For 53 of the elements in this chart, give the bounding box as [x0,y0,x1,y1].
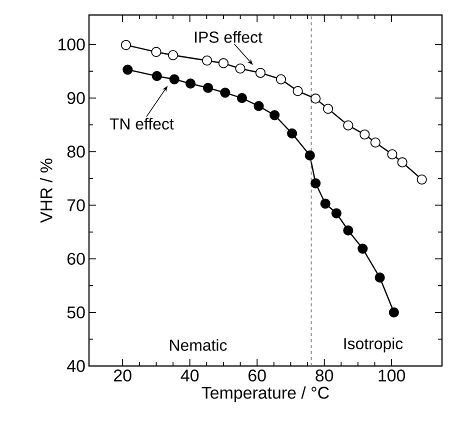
point [254,101,264,112]
point [185,78,196,89]
point [218,58,229,68]
x-tick-label: 80 [316,370,334,382]
point [120,40,132,50]
y-tick-label: 70 [68,199,85,212]
point [220,88,230,98]
point [122,64,133,75]
point [397,157,408,168]
point [255,68,266,78]
point [370,137,380,148]
y-tick-label: 100 [58,38,85,50]
point [360,129,370,140]
point [374,272,385,283]
point [270,110,280,120]
x-tick-label: 100 [378,370,406,382]
point [343,120,354,130]
y-tick-label: 50 [67,306,85,318]
y-tick-label: 60 [68,252,85,265]
point [276,74,286,84]
point [358,244,368,254]
point [304,150,315,160]
point [151,46,162,58]
y-tick-label: 40 [67,360,85,372]
annotation: Nematic [170,339,227,351]
point [322,104,334,114]
y-tick-label: 80 [67,146,85,158]
point [387,149,398,160]
x-axis-title: Temperature / °C [202,386,329,402]
point [152,71,162,82]
point [169,74,180,84]
point [388,307,399,318]
point [320,198,330,209]
point [287,128,298,138]
annotation: Isotropic [344,338,403,352]
x-tick-label: 20 [114,370,132,382]
x-tick-label: 60 [248,370,266,382]
point [202,82,214,93]
point [235,64,246,74]
point [236,93,248,104]
point [343,225,354,236]
y-tick-label: 90 [67,92,85,104]
point [168,50,178,60]
point [416,174,427,185]
point [310,94,321,104]
annotation: TN effect [110,118,174,130]
point [292,86,303,96]
point [331,208,342,218]
point [310,178,321,188]
point [202,55,212,66]
y-axis-title: VHR / % [40,158,52,223]
annotation: IPS effect [195,31,262,43]
x-tick-label: 40 [180,370,199,382]
